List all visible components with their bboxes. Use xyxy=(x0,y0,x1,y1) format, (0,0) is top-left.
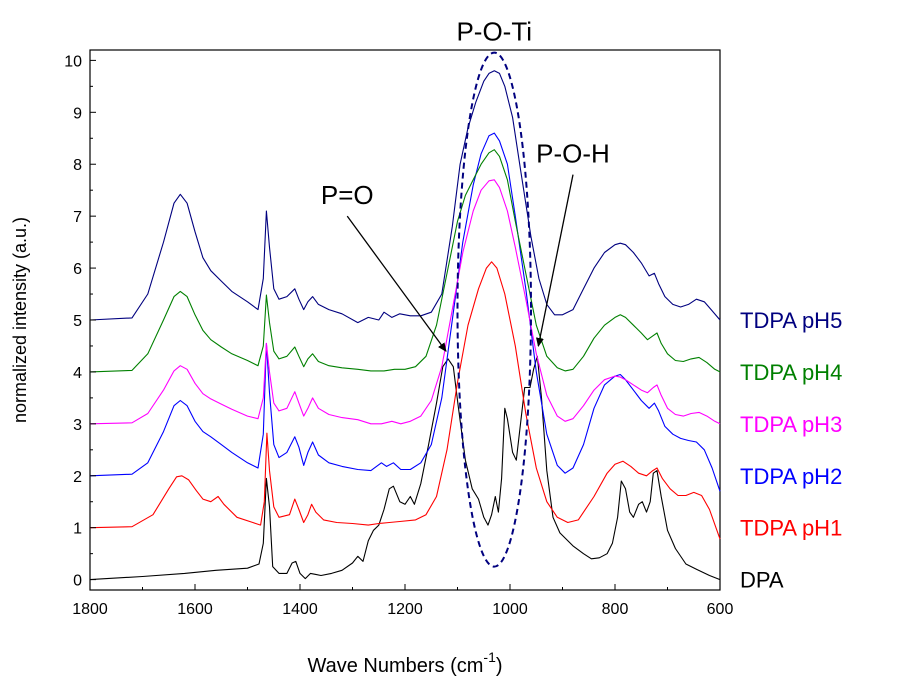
series-label-tdpa-ph5: TDPA pH5 xyxy=(740,308,842,333)
axis-ticks: 1800 1600 1400 1200 1000 800 600 0 1 2 3 4 5 6 7 8 9 10 xyxy=(64,53,733,618)
x-tick-label: 1200 xyxy=(387,601,423,618)
y-tick-label: 4 xyxy=(73,365,82,382)
series-line-dpa xyxy=(89,355,721,581)
y-tick-label: 3 xyxy=(73,417,82,434)
series-line-tdpa-ph3 xyxy=(89,179,721,425)
plot-area xyxy=(89,49,721,591)
y-tick-label: 9 xyxy=(73,105,82,122)
x-axis-label-superscript: -1 xyxy=(483,649,496,665)
x-tick-label: 1000 xyxy=(492,601,528,618)
annotations: P-O-Ti P=O P-O-H xyxy=(321,17,610,568)
x-tick-label: 1800 xyxy=(72,601,108,618)
y-tick-label: 8 xyxy=(73,157,82,174)
annotation-p-o-ti: P-O-Ti xyxy=(456,17,532,47)
y-tick-label: 7 xyxy=(73,209,82,226)
x-tick-label: 1600 xyxy=(177,601,213,618)
y-tick-label: 0 xyxy=(73,573,82,590)
x-axis-label-main: Wave Numbers (cm xyxy=(307,655,483,677)
series-label-dpa: DPA xyxy=(740,568,784,593)
annotation-arrow-p-o xyxy=(346,215,447,352)
series-label-tdpa-ph4: TDPA pH4 xyxy=(740,360,842,385)
series-group xyxy=(89,70,721,581)
series-line-tdpa-ph5 xyxy=(89,70,721,324)
axes-frame xyxy=(89,49,721,591)
series-line-tdpa-ph2 xyxy=(89,132,721,492)
series-line-tdpa-ph4 xyxy=(89,149,721,373)
x-tick-label: 1400 xyxy=(282,601,318,618)
y-tick-label: 5 xyxy=(73,313,82,330)
annotation-arrow-p-o-h xyxy=(536,174,574,347)
series-label-tdpa-ph3: TDPA pH3 xyxy=(740,412,842,437)
y-tick-label: 6 xyxy=(73,261,82,278)
y-tick-label: 10 xyxy=(64,53,82,70)
x-tick-label: 800 xyxy=(602,601,629,618)
x-tick-label: 600 xyxy=(707,601,734,618)
series-label-tdpa-ph2: TDPA pH2 xyxy=(740,464,842,489)
series-line-tdpa-ph1 xyxy=(89,261,721,540)
x-axis-label: Wave Numbers (cm-1) xyxy=(307,649,502,677)
y-tick-label: 1 xyxy=(73,521,82,538)
annotation-p-o-h: P-O-H xyxy=(536,139,610,169)
p-o-ti-dashed-ellipse xyxy=(456,51,532,568)
series-labels: DPA TDPA pH1 TDPA pH2 TDPA pH3 TDPA pH4 TDPA … xyxy=(740,308,842,593)
x-axis-label-close: ) xyxy=(496,655,503,677)
annotation-p-o: P=O xyxy=(321,180,374,210)
series-label-tdpa-ph1: TDPA pH1 xyxy=(740,516,842,541)
y-tick-label: 2 xyxy=(73,469,82,486)
y-axis-label: normalized intensity (a.u.) xyxy=(10,217,30,423)
